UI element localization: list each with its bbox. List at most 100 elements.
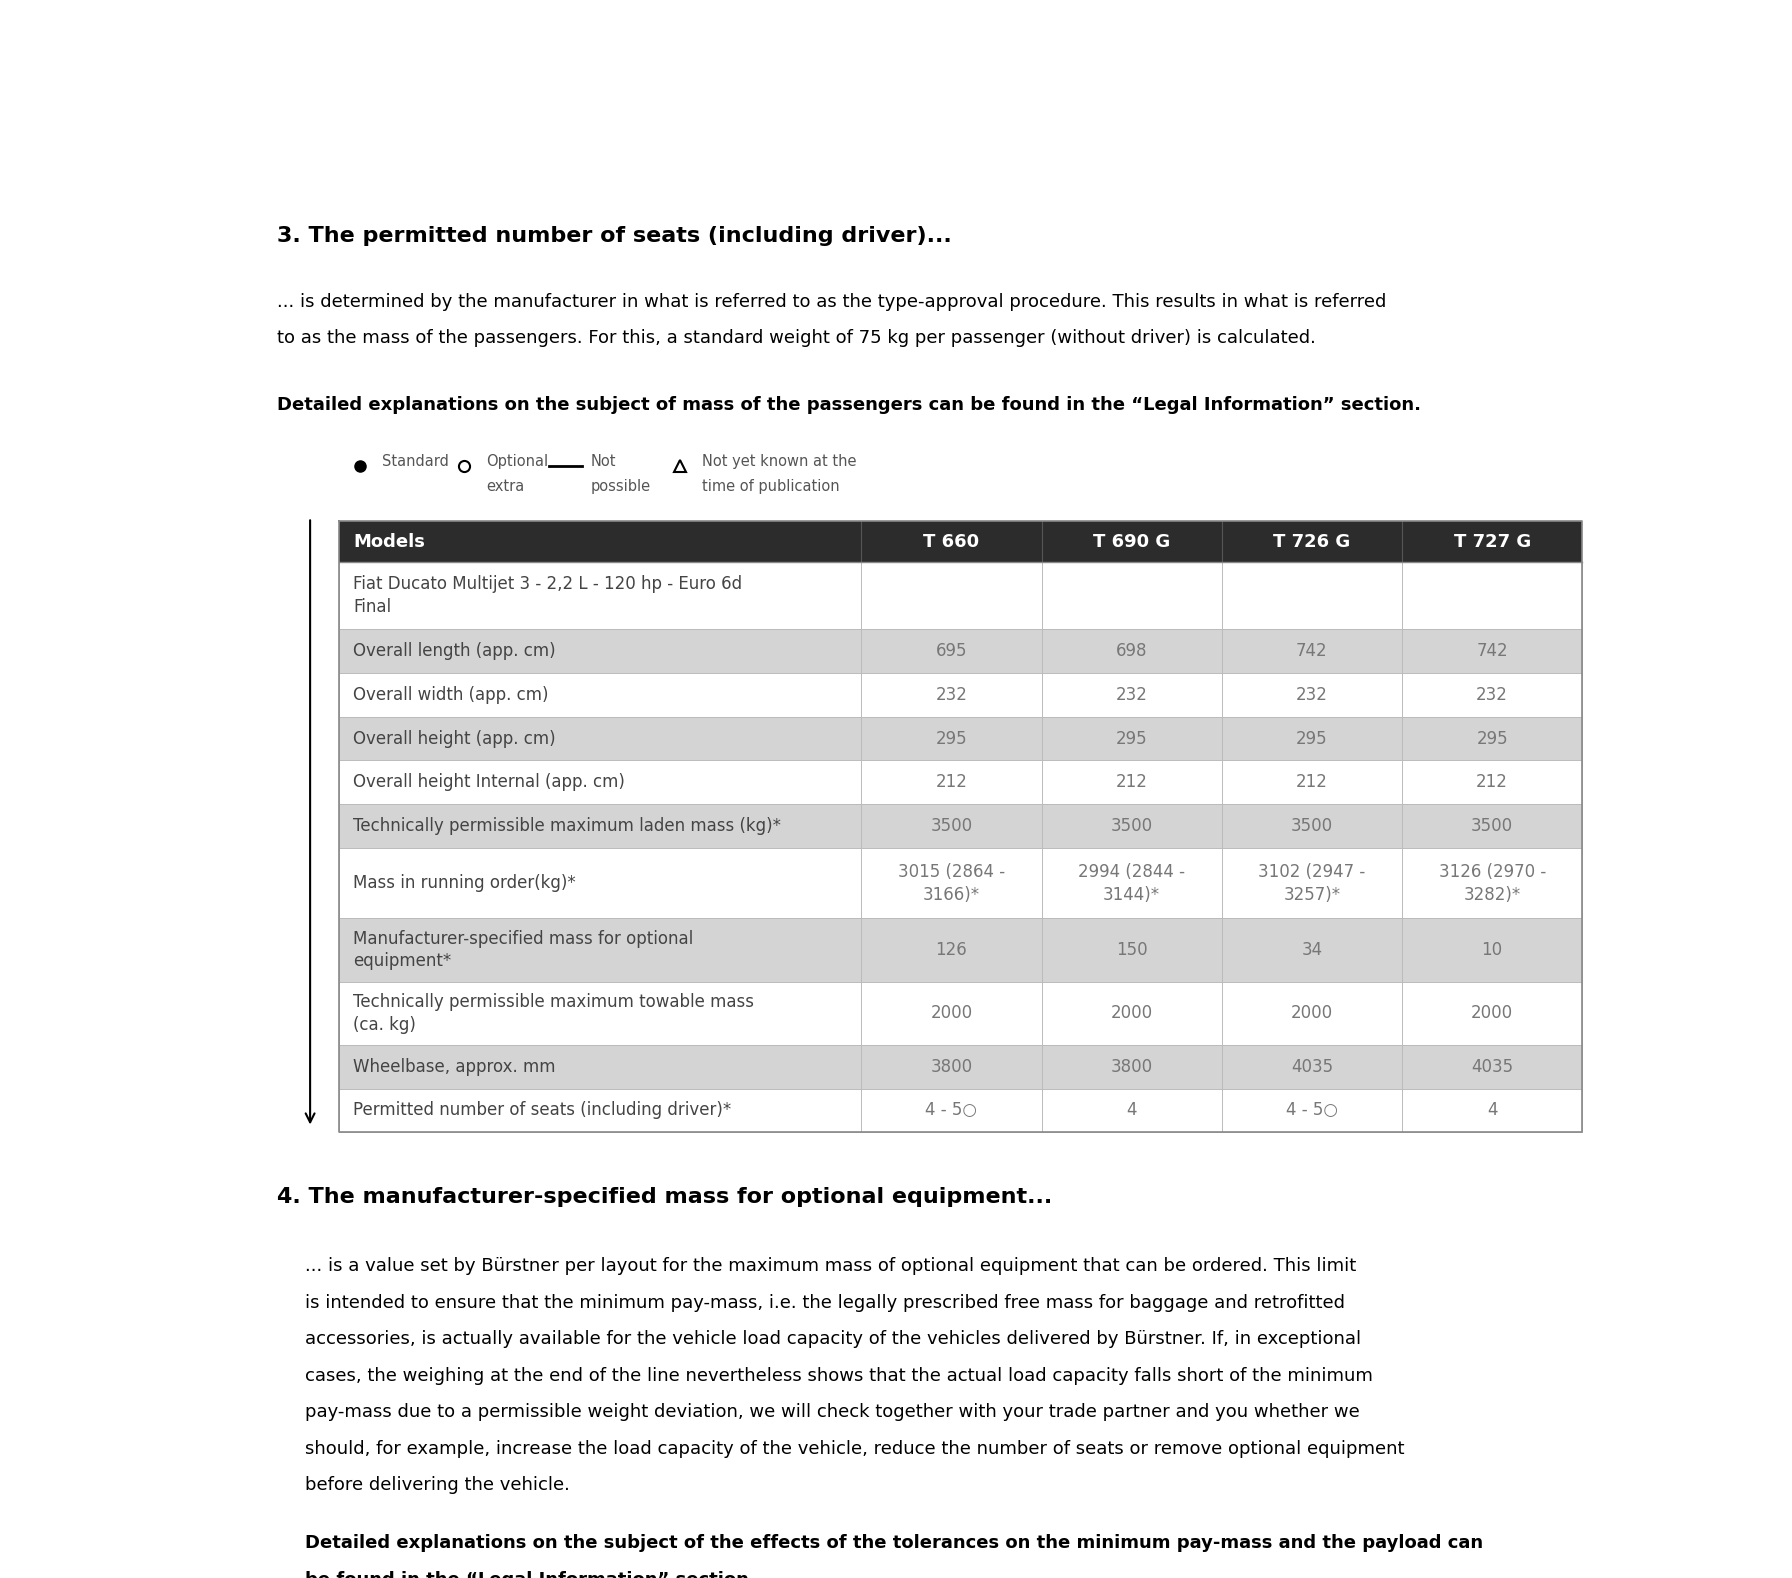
Text: T 726 G: T 726 G — [1274, 533, 1351, 551]
Text: 10: 10 — [1482, 940, 1503, 959]
Text: extra: extra — [486, 478, 525, 494]
Bar — [1041, 1045, 1222, 1089]
Bar — [862, 672, 1041, 716]
Bar — [1222, 761, 1401, 805]
Bar — [1401, 761, 1582, 805]
Bar — [339, 847, 862, 918]
Bar — [1401, 521, 1582, 562]
Text: 742: 742 — [1296, 642, 1328, 660]
Bar — [1222, 918, 1401, 982]
Text: time of publication: time of publication — [702, 478, 839, 494]
Text: cases, the weighing at the end of the line nevertheless shows that the actual lo: cases, the weighing at the end of the li… — [305, 1367, 1373, 1385]
Text: T 727 G: T 727 G — [1453, 533, 1530, 551]
Text: T 660: T 660 — [923, 533, 980, 551]
Text: Not: Not — [591, 454, 616, 469]
Bar — [339, 716, 862, 761]
Bar — [339, 982, 862, 1045]
Bar — [862, 847, 1041, 918]
Bar — [862, 562, 1041, 630]
Text: 232: 232 — [1116, 686, 1147, 704]
Bar — [1401, 562, 1582, 630]
Text: 295: 295 — [935, 729, 968, 748]
Text: ... is determined by the manufacturer in what is referred to as the type-approva: ... is determined by the manufacturer in… — [276, 292, 1387, 311]
Text: Detailed explanations on the subject of mass of the passengers can be found in t: Detailed explanations on the subject of … — [276, 396, 1421, 413]
Text: 295: 295 — [1477, 729, 1507, 748]
Text: 295: 295 — [1116, 729, 1147, 748]
Bar — [1041, 847, 1222, 918]
Bar — [339, 918, 862, 982]
Bar — [1041, 716, 1222, 761]
Bar — [339, 672, 862, 716]
Text: 232: 232 — [1296, 686, 1328, 704]
Bar — [862, 521, 1041, 562]
Text: 3500: 3500 — [930, 817, 973, 835]
Bar — [339, 521, 862, 562]
Text: 4: 4 — [1487, 1101, 1498, 1119]
Text: 3500: 3500 — [1111, 817, 1152, 835]
Text: Optional: Optional — [486, 454, 548, 469]
Text: Technically permissible maximum towable mass
(ca. kg): Technically permissible maximum towable … — [353, 993, 754, 1034]
Text: 2994 (2844 -
3144)*: 2994 (2844 - 3144)* — [1079, 863, 1185, 904]
Text: Technically permissible maximum laden mass (kg)*: Technically permissible maximum laden ma… — [353, 817, 781, 835]
Text: 295: 295 — [1296, 729, 1328, 748]
Text: Overall width (app. cm): Overall width (app. cm) — [353, 686, 548, 704]
Text: 698: 698 — [1116, 642, 1147, 660]
Bar — [1222, 1045, 1401, 1089]
Bar — [339, 1089, 862, 1133]
Bar — [862, 761, 1041, 805]
Text: Manufacturer-specified mass for optional
equipment*: Manufacturer-specified mass for optional… — [353, 929, 694, 970]
Bar — [1041, 672, 1222, 716]
Text: 2000: 2000 — [1111, 1004, 1152, 1023]
Bar — [339, 562, 862, 630]
Text: Detailed explanations on the subject of the effects of the tolerances on the min: Detailed explanations on the subject of … — [305, 1534, 1482, 1553]
Bar — [1401, 630, 1582, 672]
Bar — [862, 1045, 1041, 1089]
Text: 2000: 2000 — [930, 1004, 973, 1023]
Bar — [339, 630, 862, 672]
Text: 212: 212 — [1116, 773, 1147, 791]
Bar — [1041, 562, 1222, 630]
Bar — [1041, 1089, 1222, 1133]
Bar — [862, 918, 1041, 982]
Bar — [1041, 630, 1222, 672]
Text: T 690 G: T 690 G — [1093, 533, 1170, 551]
Text: Models: Models — [353, 533, 425, 551]
Text: 150: 150 — [1116, 940, 1147, 959]
Text: 34: 34 — [1301, 940, 1322, 959]
Text: 3. The permitted number of seats (including driver)...: 3. The permitted number of seats (includ… — [276, 226, 952, 246]
Text: 126: 126 — [935, 940, 968, 959]
Text: Mass in running order(kg)*: Mass in running order(kg)* — [353, 874, 575, 892]
Bar — [1401, 918, 1582, 982]
Text: 742: 742 — [1477, 642, 1507, 660]
Text: Not yet known at the: Not yet known at the — [702, 454, 857, 469]
Text: 3500: 3500 — [1290, 817, 1333, 835]
Text: 2000: 2000 — [1471, 1004, 1512, 1023]
Text: possible: possible — [591, 478, 650, 494]
Text: should, for example, increase the load capacity of the vehicle, reduce the numbe: should, for example, increase the load c… — [305, 1439, 1405, 1458]
Text: to as the mass of the passengers. For this, a standard weight of 75 kg per passe: to as the mass of the passengers. For th… — [276, 330, 1315, 347]
Bar — [339, 1045, 862, 1089]
Bar — [1222, 521, 1401, 562]
Text: 3102 (2947 -
3257)*: 3102 (2947 - 3257)* — [1258, 863, 1366, 904]
Bar — [1222, 630, 1401, 672]
Bar — [1222, 672, 1401, 716]
Bar — [1041, 805, 1222, 847]
Text: 3500: 3500 — [1471, 817, 1512, 835]
Bar — [862, 716, 1041, 761]
Bar — [1222, 562, 1401, 630]
Text: 232: 232 — [935, 686, 968, 704]
Bar — [1401, 672, 1582, 716]
Text: 3800: 3800 — [1111, 1057, 1152, 1076]
Bar — [1222, 982, 1401, 1045]
Text: Standard: Standard — [382, 454, 450, 469]
Bar — [862, 982, 1041, 1045]
Bar — [1401, 1089, 1582, 1133]
Bar — [1222, 805, 1401, 847]
Text: pay-mass due to a permissible weight deviation, we will check together with your: pay-mass due to a permissible weight dev… — [305, 1403, 1360, 1422]
Text: 695: 695 — [935, 642, 968, 660]
Text: 4035: 4035 — [1290, 1057, 1333, 1076]
Text: accessories, is actually available for the vehicle load capacity of the vehicles: accessories, is actually available for t… — [305, 1330, 1360, 1348]
Bar — [1401, 847, 1582, 918]
Bar — [1401, 716, 1582, 761]
Bar — [1041, 982, 1222, 1045]
